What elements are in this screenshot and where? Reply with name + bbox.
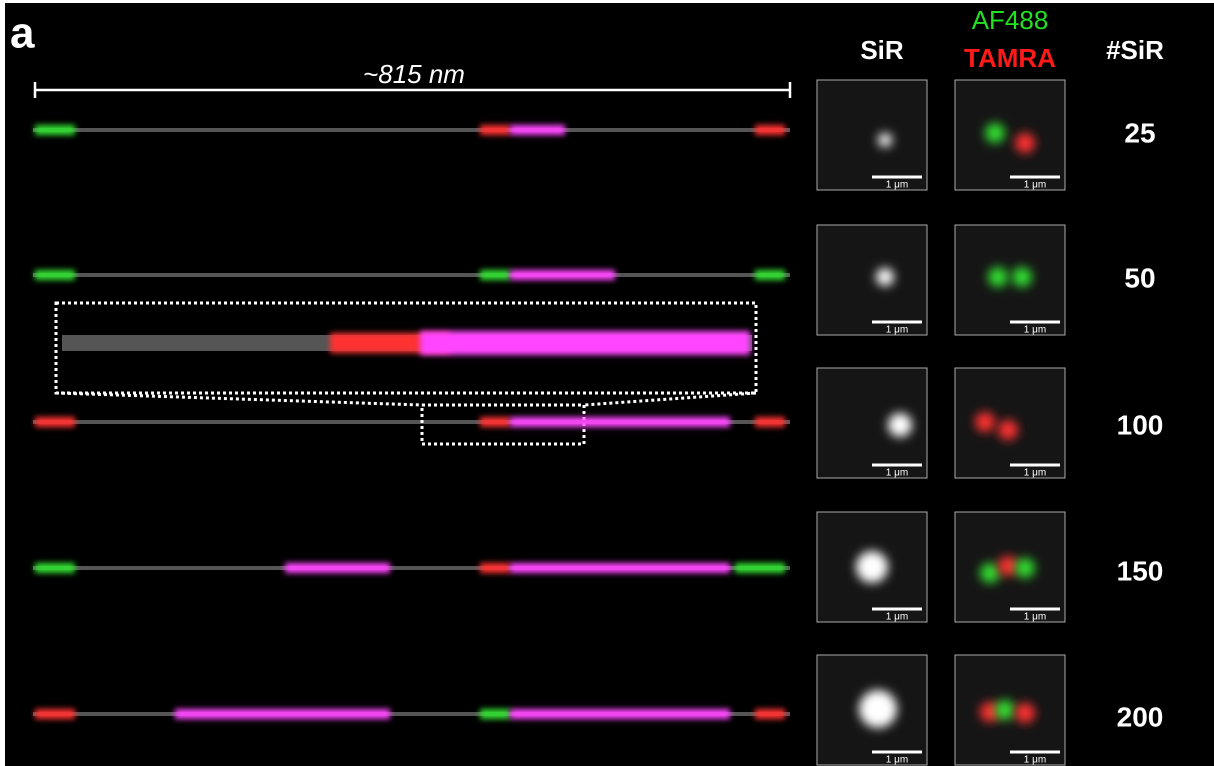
spot (856, 551, 888, 583)
sir-count: 100 (1117, 409, 1164, 440)
spot (975, 412, 995, 432)
strand (33, 128, 790, 132)
strand (33, 273, 790, 277)
label-segment (735, 563, 785, 573)
label-segment (755, 270, 785, 280)
label-segment (35, 125, 75, 135)
header-sir: SiR (860, 35, 904, 65)
label-segment (510, 270, 615, 280)
label-segment (755, 125, 785, 135)
spot (980, 563, 1000, 583)
figure: a ~815 nm SiR AF488 TAMRA #SiR 1 μm 1 μm 2… (0, 0, 1214, 766)
inset-magenta (420, 331, 750, 355)
label-segment (510, 125, 565, 135)
scale-label: ~815 nm (363, 59, 465, 89)
label-segment (510, 417, 730, 427)
header-af488: AF488 (972, 5, 1049, 35)
spot (859, 690, 897, 728)
label-segment (755, 709, 785, 719)
header-tamra: TAMRA (964, 43, 1056, 73)
spot (998, 420, 1018, 440)
label-segment (175, 709, 390, 719)
image-frame (955, 80, 1065, 190)
sir-count: 200 (1117, 701, 1164, 732)
spot (876, 268, 894, 286)
label-segment (285, 563, 390, 573)
scale-bar-label: 1 μm (886, 325, 908, 336)
scale-bar-label: 1 μm (886, 755, 908, 766)
scale-bar-label: 1 μm (886, 468, 908, 479)
spot (985, 123, 1005, 143)
spot (998, 556, 1018, 576)
label-segment (510, 563, 730, 573)
spot (878, 133, 892, 147)
spot (888, 413, 912, 437)
sir-count: 50 (1124, 262, 1155, 293)
label-segment (35, 563, 75, 573)
panel-label: a (10, 9, 35, 58)
spot (988, 267, 1008, 287)
label-segment (35, 270, 75, 280)
label-segment (480, 270, 510, 280)
spot (995, 700, 1015, 720)
label-segment (755, 417, 785, 427)
label-segment (480, 709, 510, 719)
scale-bar-label: 1 μm (1024, 755, 1046, 766)
label-segment (35, 417, 75, 427)
scale-bar-label: 1 μm (1024, 325, 1046, 336)
label-segment (510, 709, 730, 719)
image-frame (817, 80, 927, 190)
image-frame (817, 225, 927, 335)
scale-bar-label: 1 μm (886, 180, 908, 191)
label-segment (480, 563, 510, 573)
image-frame (955, 225, 1065, 335)
scale-bar-label: 1 μm (1024, 612, 1046, 623)
sir-count: 25 (1124, 117, 1155, 148)
spot (1012, 267, 1032, 287)
header-count: #SiR (1106, 35, 1164, 65)
spot (1015, 703, 1035, 723)
spot (1015, 133, 1035, 153)
sir-count: 150 (1117, 555, 1164, 586)
scale-bar-label: 1 μm (1024, 180, 1046, 191)
scale-bar-label: 1 μm (1024, 468, 1046, 479)
scale-bar-label: 1 μm (886, 612, 908, 623)
label-segment (35, 709, 75, 719)
label-segment (480, 125, 510, 135)
label-segment (480, 417, 510, 427)
spot (1015, 558, 1035, 578)
